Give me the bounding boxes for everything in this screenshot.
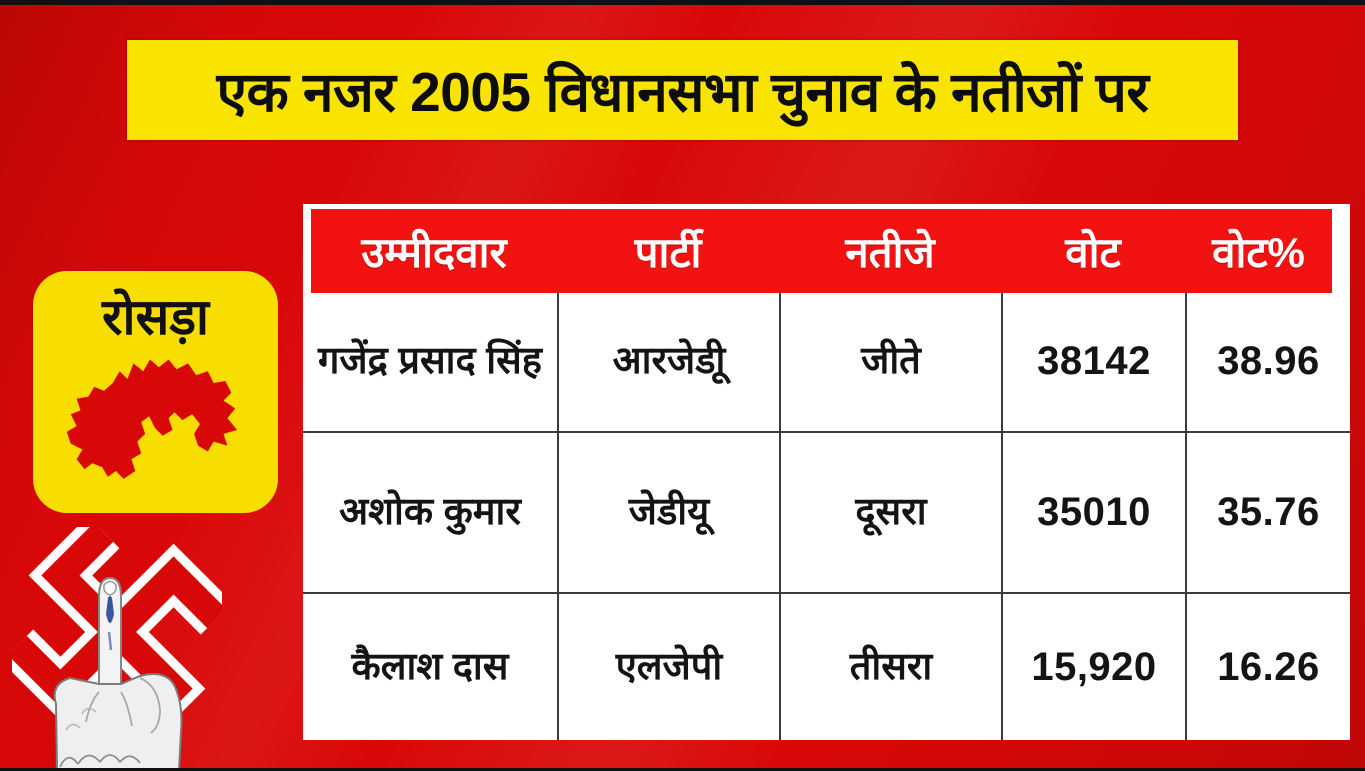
cell-votes: 35010 [1001,431,1185,592]
cell-vote-percent: 16.26 [1185,592,1350,740]
cell-result: तीसरा [779,592,1001,740]
top-edge-strip [0,0,1365,5]
table-body: गजेंद्र प्रसाद सिंह आरजेडीू जीते 38142 3… [303,292,1350,740]
cell-result: जीते [779,292,1001,431]
cell-candidate: कैलाश दास [303,592,557,740]
cell-vote-percent: 35.76 [1185,431,1350,592]
voter-hand-ink-finger-icon [53,576,183,771]
cell-party: आरजेडीू [557,292,779,431]
cell-votes: 38142 [1001,292,1185,431]
finger-nail [103,580,117,596]
cell-result: दूसरा [779,431,1001,592]
header-votes: वोट [1065,228,1121,276]
header-vote-percent: वोट% [1212,228,1305,276]
header-candidate: उम्मीदवार [361,228,507,276]
cell-vote-percent: 38.96 [1185,292,1350,431]
results-table: उम्मीदवार पार्टी नतीजे वोट वोट% गजेंद्र … [303,204,1350,740]
cell-votes: 15,920 [1001,592,1185,740]
ink-mark [106,596,114,623]
header-party: पार्टी [634,228,702,276]
bottom-edge-strip [0,768,1365,771]
constituency-name: रोसड़ा [102,289,209,345]
cell-candidate: अशोक कुमार [303,431,557,592]
constituency-card: रोसड़ा [33,271,278,513]
table-header-row: उम्मीदवार पार्टी नतीजे वोट वोट% [311,209,1332,293]
cell-party: जेडीयू [557,431,779,592]
page-title: एक नजर 2005 विधानसभा चुनाव के नतीजों पर [216,60,1149,123]
constituency-map-icon [66,359,238,479]
title-banner: एक नजर 2005 विधानसभा चुनाव के नतीजों पर [127,40,1238,140]
cell-candidate: गजेंद्र प्रसाद सिंह [318,340,542,383]
header-result: नतीजे [845,228,935,276]
cell-party: एलजेपी [557,592,779,740]
fist [53,673,183,771]
